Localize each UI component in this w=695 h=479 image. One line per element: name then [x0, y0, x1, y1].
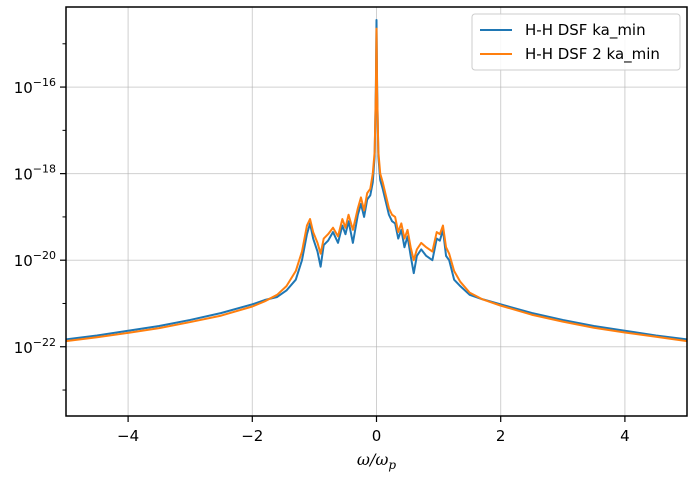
axis-ticks: −4 −2 0 2 4 10−22 10−20 10−18 10−16	[14, 43, 630, 445]
series-lines	[66, 18, 687, 343]
legend-label-2: H-H DSF 2 ka_min	[525, 45, 660, 64]
y-tick-label: 10−22	[14, 336, 56, 357]
x-tick-label: 2	[496, 427, 506, 445]
y-tick-label: 10−16	[14, 76, 56, 97]
y-tick-label: 10−18	[14, 163, 56, 184]
legend: H-H DSF ka_min H-H DSF 2 ka_min	[471, 13, 681, 71]
legend-label-1: H-H DSF ka_min	[525, 21, 646, 40]
y-tick-label: 10−20	[14, 249, 56, 270]
x-tick-label: −4	[117, 427, 139, 445]
x-tick-label: 0	[372, 427, 382, 445]
x-tick-label: −2	[241, 427, 263, 445]
x-tick-label: 4	[620, 427, 630, 445]
legend-box	[471, 13, 681, 71]
x-axis-label: ω/ωp	[357, 450, 396, 472]
plot-frame	[65, 6, 688, 417]
series-line-2	[66, 27, 687, 343]
